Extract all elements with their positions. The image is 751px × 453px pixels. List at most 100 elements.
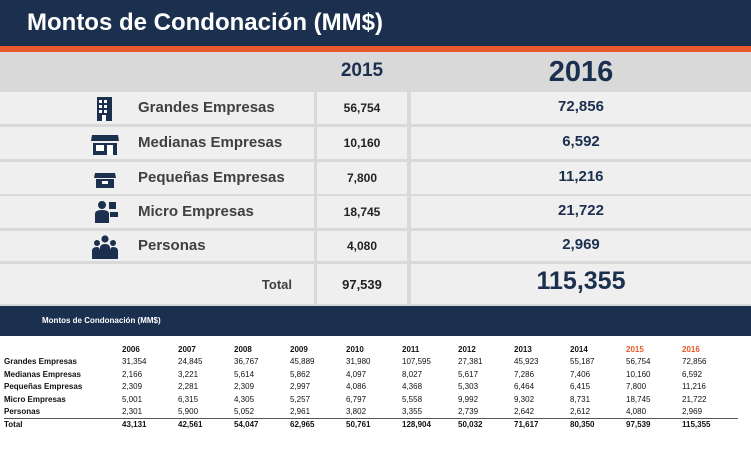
row-bg	[317, 92, 407, 124]
table-cell: 2,309	[122, 382, 143, 392]
year-2015-header: 2015	[340, 60, 384, 81]
table-cell: 4,080	[626, 407, 647, 417]
table-cell: 2,969	[682, 407, 703, 417]
header-bar: Montos de Condonación (MM$)	[0, 0, 751, 46]
value-2015-micro: 18,745	[343, 205, 381, 219]
col-header: 2007	[178, 345, 196, 354]
table-cell: 11,216	[682, 382, 706, 392]
table-cell: 45,923	[514, 357, 539, 367]
table-cell: 5,052	[234, 407, 255, 417]
row-bg	[0, 127, 314, 159]
total-2015: 97,539	[342, 277, 382, 292]
row-label-personas: Personas	[138, 237, 206, 254]
table-body: Grandes Empresas 31,354 24,845 36,767 45,889…	[4, 356, 738, 432]
row-label-grandes: Grandes Empresas	[138, 99, 275, 116]
value-2016-micro: 21,722	[558, 202, 604, 219]
table-cell: 72,856	[682, 357, 707, 367]
value-2016-personas: 2,969	[562, 236, 600, 253]
total-bg	[0, 264, 314, 304]
col-header: 2008	[234, 345, 252, 354]
table-cell: 2,166	[122, 369, 143, 379]
table-row: Grandes Empresas 31,354 24,845 36,767 45,889…	[4, 356, 738, 368]
col-header: 2010	[346, 345, 364, 354]
value-2015-medianas: 10,160	[343, 136, 381, 150]
row-label-micro: Micro Empresas	[138, 203, 254, 220]
table-cell: 4,097	[346, 369, 367, 379]
table-cell: 27,381	[458, 357, 483, 367]
table-cell: 6,592	[682, 369, 703, 379]
col-header-highlight: 2015	[626, 345, 644, 354]
table-cell: 2,961	[290, 407, 311, 417]
table-cell: 8,731	[570, 394, 591, 404]
table-cell: 7,800	[626, 382, 647, 392]
office-building-icon	[97, 97, 112, 121]
row-bg	[0, 92, 314, 124]
row-bg	[411, 196, 751, 228]
table-cell: 31,354	[122, 357, 147, 367]
small-shop-icon	[94, 173, 116, 188]
row-label: Micro Empresas	[4, 394, 66, 404]
table-cell: 5,257	[290, 394, 311, 404]
storefront-icon	[91, 135, 119, 155]
table-row: Micro Empresas 5,001 6,315 4,305 5,257 6,797 5…	[4, 394, 738, 406]
header-corner	[4, 344, 122, 356]
row-label: Total	[4, 418, 122, 432]
row-label-medianas: Medianas Empresas	[138, 134, 283, 151]
total-bg	[411, 264, 751, 304]
table-title-band: Montos de Condonación (MM$)	[0, 306, 751, 336]
table-cell: 6,415	[570, 382, 591, 392]
total-label: Total	[261, 277, 292, 292]
table-row: Personas 2,301 5,900 5,052 2,961 3,802 3,355 2,…	[4, 406, 738, 419]
row-label: Personas	[4, 407, 41, 417]
table-cell: 2,281	[178, 382, 199, 392]
table-cell: 5,900	[178, 407, 199, 417]
row-bg	[411, 231, 751, 261]
table-cell: 21,722	[682, 394, 707, 404]
total-bg	[317, 264, 407, 304]
value-2015-grandes: 56,754	[343, 101, 381, 115]
row-bg	[411, 92, 751, 124]
table-cell: 50,032	[458, 418, 514, 432]
table-cell: 7,406	[570, 369, 591, 379]
worker-icon	[95, 201, 118, 223]
row-bg	[411, 162, 751, 194]
col-header: 2012	[458, 345, 476, 354]
table-cell: 5,614	[234, 369, 255, 379]
accent-stripe	[0, 46, 751, 52]
table-cell: 6,315	[178, 394, 199, 404]
table-cell: 4,368	[402, 382, 423, 392]
row-bg	[317, 162, 407, 194]
history-table: 2006 2007 2008 2009 2010 2011 2012 2013 …	[4, 344, 738, 432]
table-cell: 55,187	[570, 357, 595, 367]
table-cell: 80,350	[570, 418, 626, 432]
table-cell: 18,745	[626, 394, 651, 404]
table-cell: 6,464	[514, 382, 535, 392]
value-2015-personas: 4,080	[346, 239, 378, 253]
col-header: 2006	[122, 345, 140, 354]
row-label: Grandes Empresas	[4, 357, 77, 367]
table-cell: 3,802	[346, 407, 367, 417]
value-2015-pequenas: 7,800	[346, 171, 378, 185]
table-cell: 10,160	[626, 369, 651, 379]
table-cell: 2,301	[122, 407, 143, 417]
table-total-row: Total 43,131 42,561 54,047 62,965 50,761 128,9…	[4, 418, 738, 432]
table-cell: 56,754	[626, 357, 651, 367]
table-cell: 4,086	[346, 382, 367, 392]
table-cell: 5,001	[122, 394, 143, 404]
row-bg	[317, 127, 407, 159]
table-row: Pequeñas Empresas 2,309 2,281 2,309 2,997 4,0…	[4, 381, 738, 393]
table-cell: 2,612	[570, 407, 591, 417]
value-2016-medianas: 6,592	[562, 133, 600, 150]
table-cell: 50,761	[346, 418, 402, 432]
table-title: Montos de Condonación (MM$)	[42, 316, 161, 325]
table-cell: 4,305	[234, 394, 255, 404]
table-cell: 5,617	[458, 369, 479, 379]
table-cell: 54,047	[234, 418, 290, 432]
table-cell: 128,904	[402, 418, 458, 432]
year-2015-cell	[317, 56, 407, 86]
row-bg	[0, 162, 314, 194]
table-cell: 31,980	[346, 357, 371, 367]
table-cell: 45,889	[290, 357, 315, 367]
row-label: Pequeñas Empresas	[4, 382, 83, 392]
table-cell: 5,558	[402, 394, 423, 404]
